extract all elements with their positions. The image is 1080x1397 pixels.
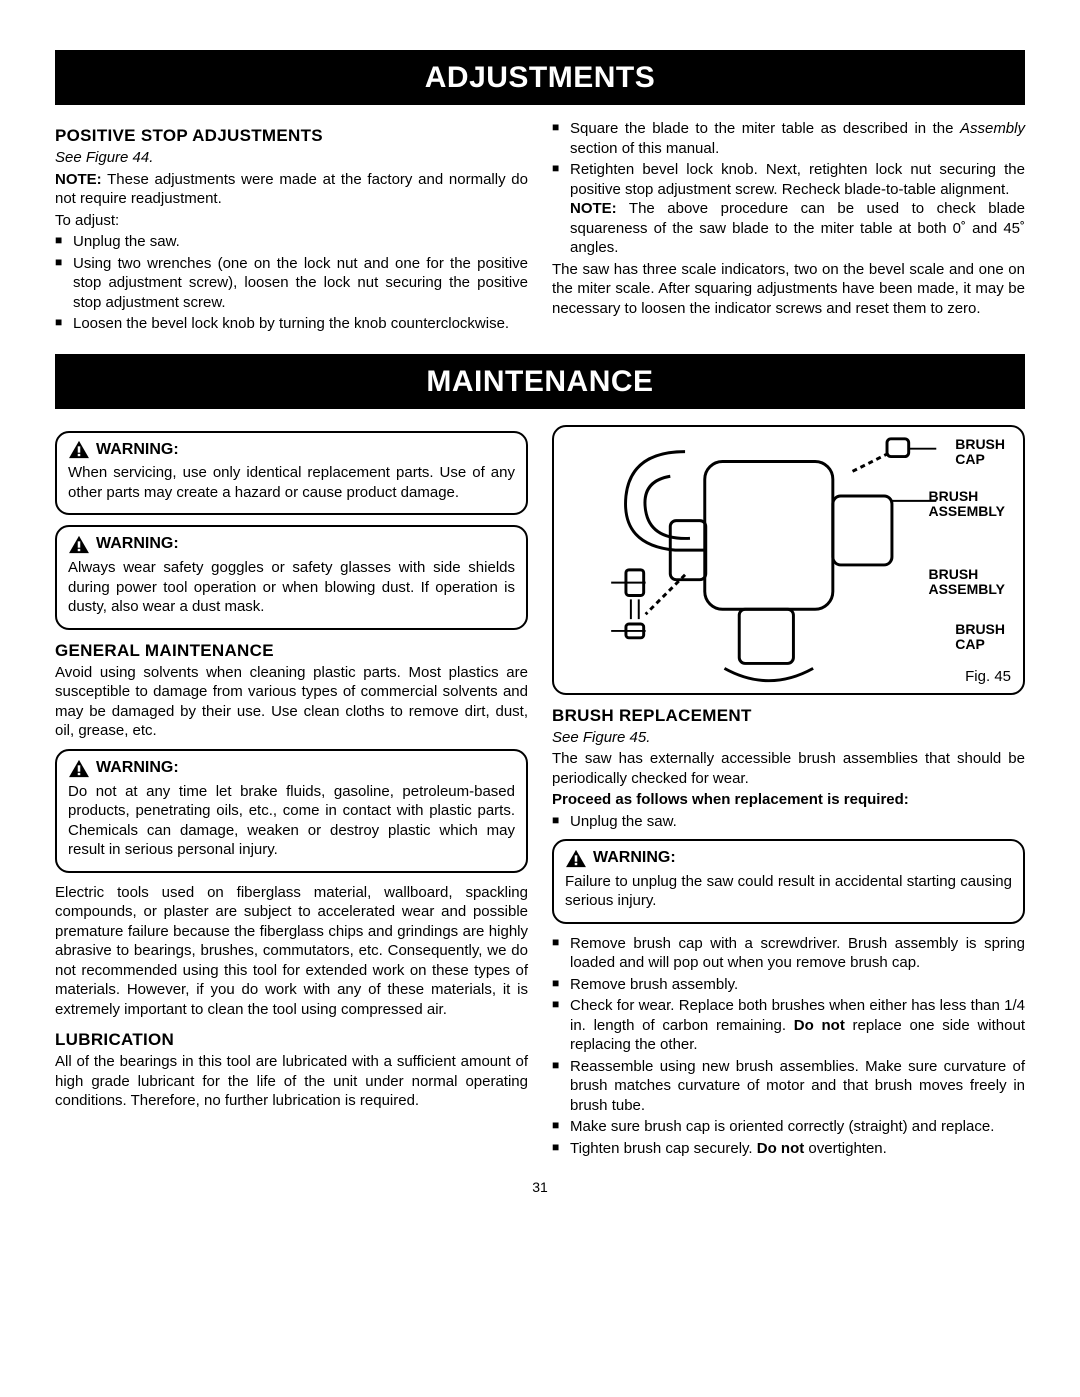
warning-heading: WARNING: — [68, 440, 515, 461]
adjustments-left-col: POSITIVE STOP ADJUSTMENTS See Figure 44.… — [55, 119, 528, 336]
scale-indicators-paragraph: The saw has three scale indicators, two … — [552, 260, 1025, 319]
warning-box-2: WARNING: Always wear safety goggles or s… — [55, 525, 528, 629]
brush-replacement-title: BRUSH REPLACEMENT — [552, 705, 1025, 727]
adjustments-right-col: Square the blade to the miter table as d… — [552, 119, 1025, 336]
maintenance-left-col: WARNING: When servicing, use only identi… — [55, 423, 528, 1161]
adjust-right-bullets: Square the blade to the miter table as d… — [552, 119, 1025, 258]
warning-triangle-icon — [68, 759, 90, 778]
list-item: Unplug the saw. — [55, 232, 528, 252]
warning-triangle-icon — [68, 440, 90, 459]
warning-box-4: WARNING: Failure to unplug the saw could… — [552, 839, 1025, 924]
list-item: Unplug the saw. — [552, 812, 1025, 832]
adjustments-columns: POSITIVE STOP ADJUSTMENTS See Figure 44.… — [55, 119, 1025, 336]
maintenance-right-col: BRUSHCAP BRUSHASSEMBLY BRUSHASSEMBLY BRU… — [552, 423, 1025, 1161]
list-item: Remove brush cap with a screwdriver. Bru… — [552, 934, 1025, 973]
warning-text: Always wear safety goggles or safety gla… — [68, 558, 515, 617]
warning-text: Failure to unplug the saw could result i… — [565, 872, 1012, 911]
list-item: Reassemble using new brush assemblies. M… — [552, 1057, 1025, 1116]
warning-heading: WARNING: — [68, 534, 515, 555]
list-item: Square the blade to the miter table as d… — [552, 119, 1025, 158]
list-item: Tighten brush cap securely. Do not overt… — [552, 1139, 1025, 1159]
label-brush-cap-top: BRUSHCAP — [955, 437, 1005, 468]
figure-45-box: BRUSHCAP BRUSHASSEMBLY BRUSHASSEMBLY BRU… — [552, 425, 1025, 695]
maintenance-banner: MAINTENANCE — [55, 354, 1025, 409]
page-number: 31 — [55, 1178, 1025, 1196]
list-item: Check for wear. Replace both brushes whe… — [552, 996, 1025, 1055]
lubrication-paragraph: All of the bearings in this tool are lub… — [55, 1052, 528, 1111]
see-figure-45: See Figure 45. — [552, 728, 1025, 748]
saw-diagram-icon — [554, 427, 1023, 693]
brush-steps-list: Remove brush cap with a screwdriver. Bru… — [552, 934, 1025, 1159]
list-item: Make sure brush cap is oriented correctl… — [552, 1117, 1025, 1137]
warning-triangle-icon — [565, 849, 587, 868]
warning-heading: WARNING: — [565, 848, 1012, 869]
fiberglass-paragraph: Electric tools used on fiberglass materi… — [55, 883, 528, 1020]
warning-box-3: WARNING: Do not at any time let brake fl… — [55, 749, 528, 873]
to-adjust-line: To adjust: — [55, 211, 528, 231]
note-paragraph: NOTE: These adjustments were made at the… — [55, 170, 528, 209]
warning-text: When servicing, use only identical repla… — [68, 463, 515, 502]
warning-text: Do not at any time let brake fluids, gas… — [68, 782, 515, 860]
adjustments-banner: ADJUSTMENTS — [55, 50, 1025, 105]
lubrication-title: LUBRICATION — [55, 1029, 528, 1051]
proceed-line: Proceed as follows when replacement is r… — [552, 790, 1025, 810]
general-maintenance-title: GENERAL MAINTENANCE — [55, 640, 528, 662]
label-brush-assembly-top: BRUSHASSEMBLY — [928, 489, 1005, 520]
warning-triangle-icon — [68, 535, 90, 554]
list-item: Remove brush assembly. — [552, 975, 1025, 995]
see-figure-44: See Figure 44. — [55, 148, 528, 168]
list-item: Loosen the bevel lock knob by turning th… — [55, 314, 528, 334]
warning-box-1: WARNING: When servicing, use only identi… — [55, 431, 528, 516]
maintenance-columns: WARNING: When servicing, use only identi… — [55, 423, 1025, 1161]
general-maintenance-paragraph: Avoid using solvents when cleaning plast… — [55, 663, 528, 741]
brush-unplug-list: Unplug the saw. — [552, 812, 1025, 832]
figure-45-caption: Fig. 45 — [965, 667, 1011, 687]
list-item: Using two wrenches (one on the lock nut … — [55, 254, 528, 313]
brush-intro-paragraph: The saw has externally accessible brush … — [552, 749, 1025, 788]
adjust-left-bullets: Unplug the saw. Using two wrenches (one … — [55, 232, 528, 334]
warning-heading: WARNING: — [68, 758, 515, 779]
list-item: Retighten bevel lock knob. Next, retight… — [552, 160, 1025, 258]
label-brush-assembly-bottom: BRUSHASSEMBLY — [928, 567, 1005, 598]
label-brush-cap-bottom: BRUSHCAP — [955, 622, 1005, 653]
positive-stop-title: POSITIVE STOP ADJUSTMENTS — [55, 125, 528, 147]
